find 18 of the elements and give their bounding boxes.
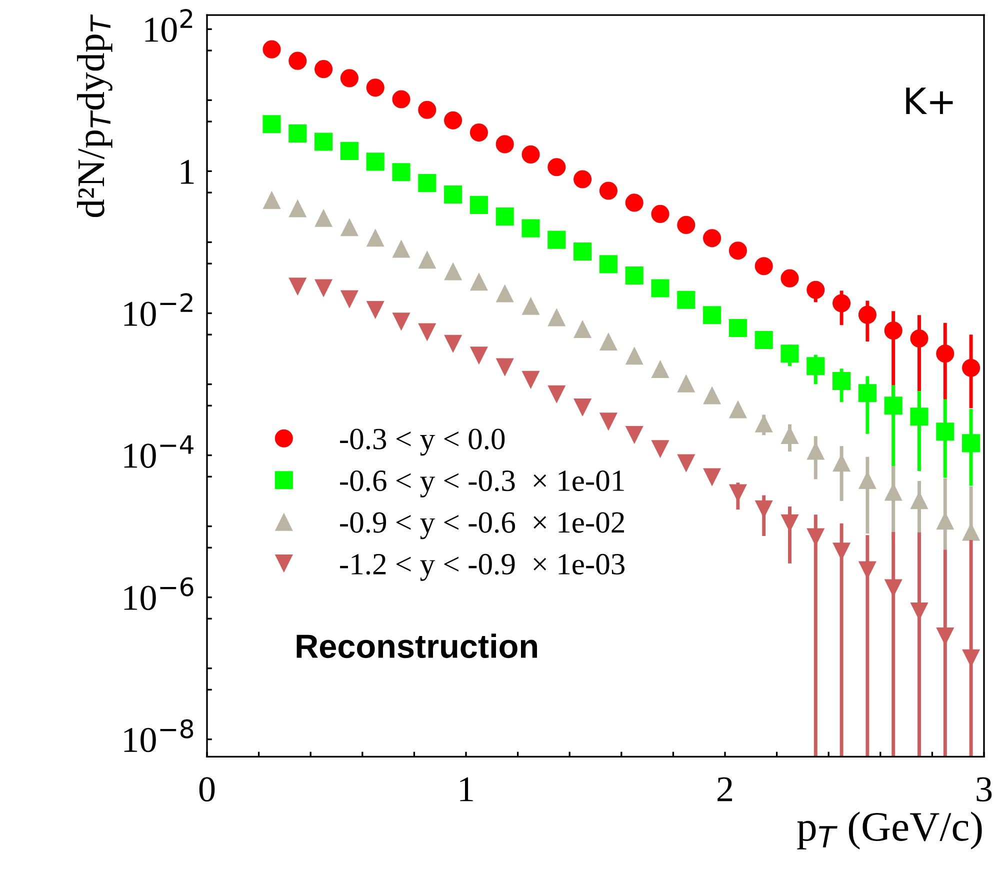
x-tick-label: 1 (460, 777, 473, 802)
y-tick-label: 10$^{2}$ (145, 9, 192, 42)
legend-label: -1.2 < y < -0.9 × 1e-03 (340, 554, 624, 581)
x-tick-label: 0 (199, 777, 215, 802)
x-axis-title: p$_{T}$ (GeV/c) (797, 812, 982, 850)
y-tick-label: 10$^{−6}$ (124, 577, 194, 610)
annotation: Reconstruction (296, 634, 537, 658)
y-tick-label: 10$^{−8}$ (124, 719, 194, 752)
x-tick-label: 3 (976, 777, 992, 802)
legend-label: -0.9 < y < -0.6 × 1e-02 (340, 512, 624, 540)
y-tick-label: 10$^{−4}$ (124, 435, 194, 468)
y-tick-label: 10$^{−2}$ (124, 293, 192, 326)
y-tick-label: 1 (181, 160, 194, 184)
legend-label: -0.6 < y < -0.3 × 1e-01 (340, 470, 624, 498)
legend-label: -0.3 < y < 0.0 (340, 428, 505, 456)
y-axis-title: d²N/p$_{T}$dydp$_{T}$ (77, 14, 112, 218)
x-tick-label: 2 (718, 777, 732, 802)
annotation: K+ (906, 88, 953, 114)
